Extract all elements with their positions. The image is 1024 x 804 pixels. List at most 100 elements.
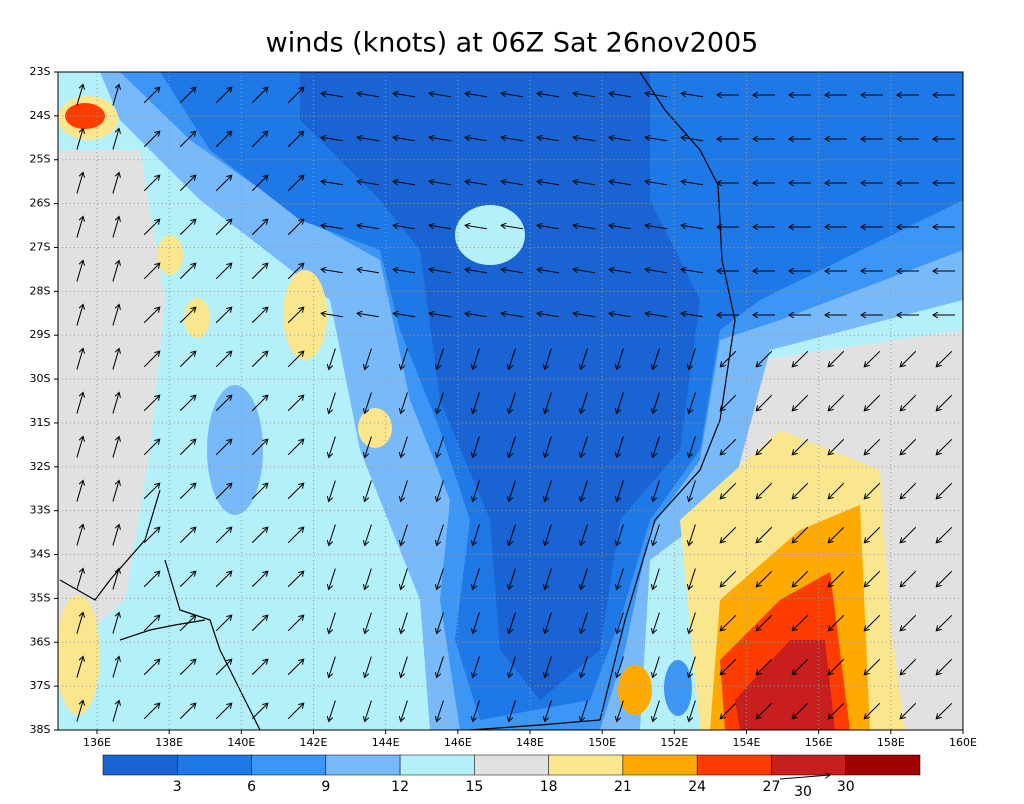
wind-vector xyxy=(179,571,196,588)
contour xyxy=(455,205,525,265)
colorbar: 3 6 9 12 15 18 21 24 27 30 xyxy=(102,754,921,795)
wind-vector xyxy=(437,700,444,722)
wind-vector xyxy=(792,438,809,455)
wind-vector xyxy=(653,612,660,634)
wind-vector xyxy=(112,172,119,194)
wind-vector xyxy=(653,656,660,678)
lat-label: 26S xyxy=(30,197,51,210)
wind-vector xyxy=(76,700,83,722)
wind-vector xyxy=(179,131,196,148)
colorbar-swatch xyxy=(325,754,401,776)
wind-vector xyxy=(473,700,480,722)
wind-vector xyxy=(215,659,232,676)
wind-vector xyxy=(465,137,487,142)
contour xyxy=(664,660,692,716)
wind-vector xyxy=(545,612,552,634)
wind-vector xyxy=(792,702,809,719)
wind-vector xyxy=(900,658,917,675)
wind-vector xyxy=(365,700,372,722)
wind-vector xyxy=(545,480,552,502)
colorbar-label: 24 xyxy=(688,779,706,795)
wind-vector xyxy=(900,614,917,631)
wind-vector xyxy=(828,702,845,719)
wind-vector xyxy=(689,612,696,634)
coastline xyxy=(119,619,206,641)
wind-vector xyxy=(251,87,268,104)
wind-vector xyxy=(617,700,624,722)
wind-vector xyxy=(329,524,336,546)
wind-vector xyxy=(76,128,83,150)
wind-vector xyxy=(645,269,667,274)
wind-vector xyxy=(287,263,304,280)
wind-vector xyxy=(437,348,444,370)
wind-vector xyxy=(251,219,268,236)
wind-vector xyxy=(112,392,119,414)
wind-vector xyxy=(581,612,588,634)
contour xyxy=(58,150,165,660)
wind-vector xyxy=(329,612,336,634)
wind-vector xyxy=(76,348,83,370)
lat-label: 36S xyxy=(30,635,51,648)
wind-vector xyxy=(473,612,480,634)
wind-vector xyxy=(251,615,268,632)
wind-vector xyxy=(321,181,343,186)
wind-vector xyxy=(617,480,624,502)
wind-vector xyxy=(645,313,667,318)
wind-vector xyxy=(509,392,516,414)
wind-vector xyxy=(143,483,160,500)
wind-vector xyxy=(143,615,160,632)
wind-vector xyxy=(179,307,196,324)
wind-vector xyxy=(401,612,408,634)
wind-vector xyxy=(357,313,379,318)
wind-vector xyxy=(329,436,336,458)
wind-vector xyxy=(215,483,232,500)
wind-vector xyxy=(465,225,487,230)
colorbar-label: 15 xyxy=(465,779,483,795)
wind-vector xyxy=(393,181,415,186)
wind-vector xyxy=(401,392,408,414)
wind-vector xyxy=(365,612,372,634)
wind-vector xyxy=(76,304,83,326)
wind-vector xyxy=(143,659,160,676)
plot-frame xyxy=(57,71,964,731)
lon-label: 138E xyxy=(155,736,183,749)
wind-vector xyxy=(720,438,737,455)
lon-label: 158E xyxy=(877,736,905,749)
contour xyxy=(618,665,652,715)
wind-vector xyxy=(215,131,232,148)
wind-vector xyxy=(393,93,415,98)
wind-vector xyxy=(143,527,160,544)
wind-vector xyxy=(401,480,408,502)
wind-field xyxy=(58,72,963,730)
colorbar-label: 3 xyxy=(173,779,182,795)
wind-vector xyxy=(365,480,372,502)
wind-vector xyxy=(287,703,304,720)
wind-vector xyxy=(900,394,917,411)
wind-vector xyxy=(76,480,83,502)
contour xyxy=(157,235,183,275)
wind-vector xyxy=(609,181,631,186)
wind-vector xyxy=(143,219,160,236)
wind-vector xyxy=(251,131,268,148)
wind-vector xyxy=(365,568,372,590)
wind-vector xyxy=(501,137,523,142)
colorbar-swatch xyxy=(845,754,921,776)
wind-vector xyxy=(357,93,379,98)
wind-vector xyxy=(573,225,595,230)
lat-label: 31S xyxy=(30,416,51,429)
wind-vector xyxy=(321,137,343,142)
wind-vector xyxy=(112,480,119,502)
wind-vector xyxy=(437,480,444,502)
wind-vector xyxy=(401,656,408,678)
wind-vector xyxy=(936,438,953,455)
wind-vector xyxy=(143,439,160,456)
wind-vector xyxy=(76,524,83,546)
wind-vector xyxy=(581,436,588,458)
wind-vector xyxy=(76,172,83,194)
wind-vector xyxy=(76,568,83,590)
wind-vector xyxy=(215,263,232,280)
wind-vector xyxy=(287,351,304,368)
coastline xyxy=(59,489,161,601)
colorbar-swatch xyxy=(399,754,475,776)
wind-vector xyxy=(179,87,196,104)
